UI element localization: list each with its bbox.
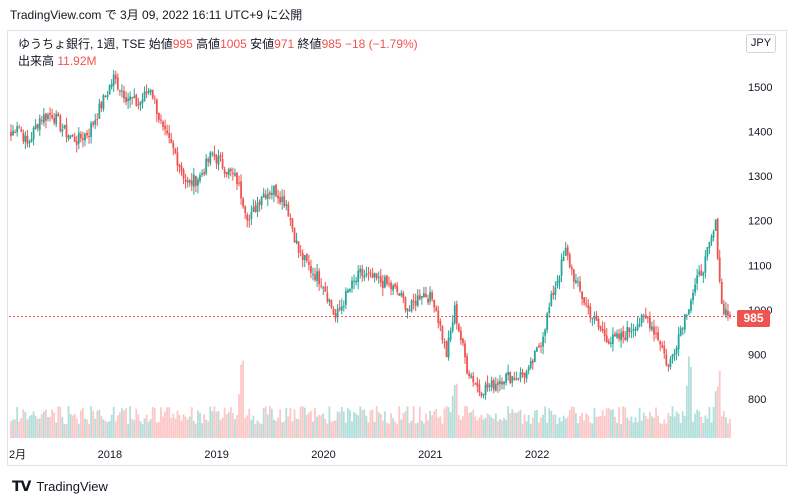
chart-legend: ゆうちょ銀行, 1週, TSE 始値995 高値1005 安値971 終値985… bbox=[18, 36, 418, 69]
high-value: 1005 bbox=[220, 37, 247, 51]
currency-button[interactable]: JPY bbox=[746, 34, 776, 53]
low-value: 971 bbox=[274, 37, 295, 51]
low-label: 安値 bbox=[250, 37, 275, 51]
tradingview-logo-icon: 𝗧𝗩 bbox=[12, 478, 31, 494]
footer: 𝗧𝗩 TradingView bbox=[12, 478, 108, 495]
publish-header: TradingView.com で 3月 09, 2022 16:11 UTC+… bbox=[10, 8, 303, 22]
volume-value: 11.92M bbox=[57, 54, 97, 68]
change-value: −18 (−1.79%) bbox=[344, 37, 418, 51]
open-value: 995 bbox=[172, 37, 193, 51]
last-price-tag: 985 bbox=[737, 310, 770, 327]
legend-volume-row: 出来高 11.92M bbox=[18, 53, 418, 69]
footer-brand: TradingView bbox=[36, 479, 108, 494]
open-label: 始値 bbox=[148, 37, 173, 51]
volume-label[interactable]: 出来高 bbox=[18, 54, 55, 68]
chart-frame bbox=[7, 30, 787, 466]
close-value: 985 bbox=[321, 37, 342, 51]
close-label: 終値 bbox=[297, 37, 322, 51]
legend-ohlc-row: ゆうちょ銀行, 1週, TSE 始値995 高値1005 安値971 終値985… bbox=[18, 36, 418, 52]
legend-symbol[interactable]: ゆうちょ銀行, 1週, TSE bbox=[18, 37, 146, 51]
high-label: 高値 bbox=[196, 37, 221, 51]
